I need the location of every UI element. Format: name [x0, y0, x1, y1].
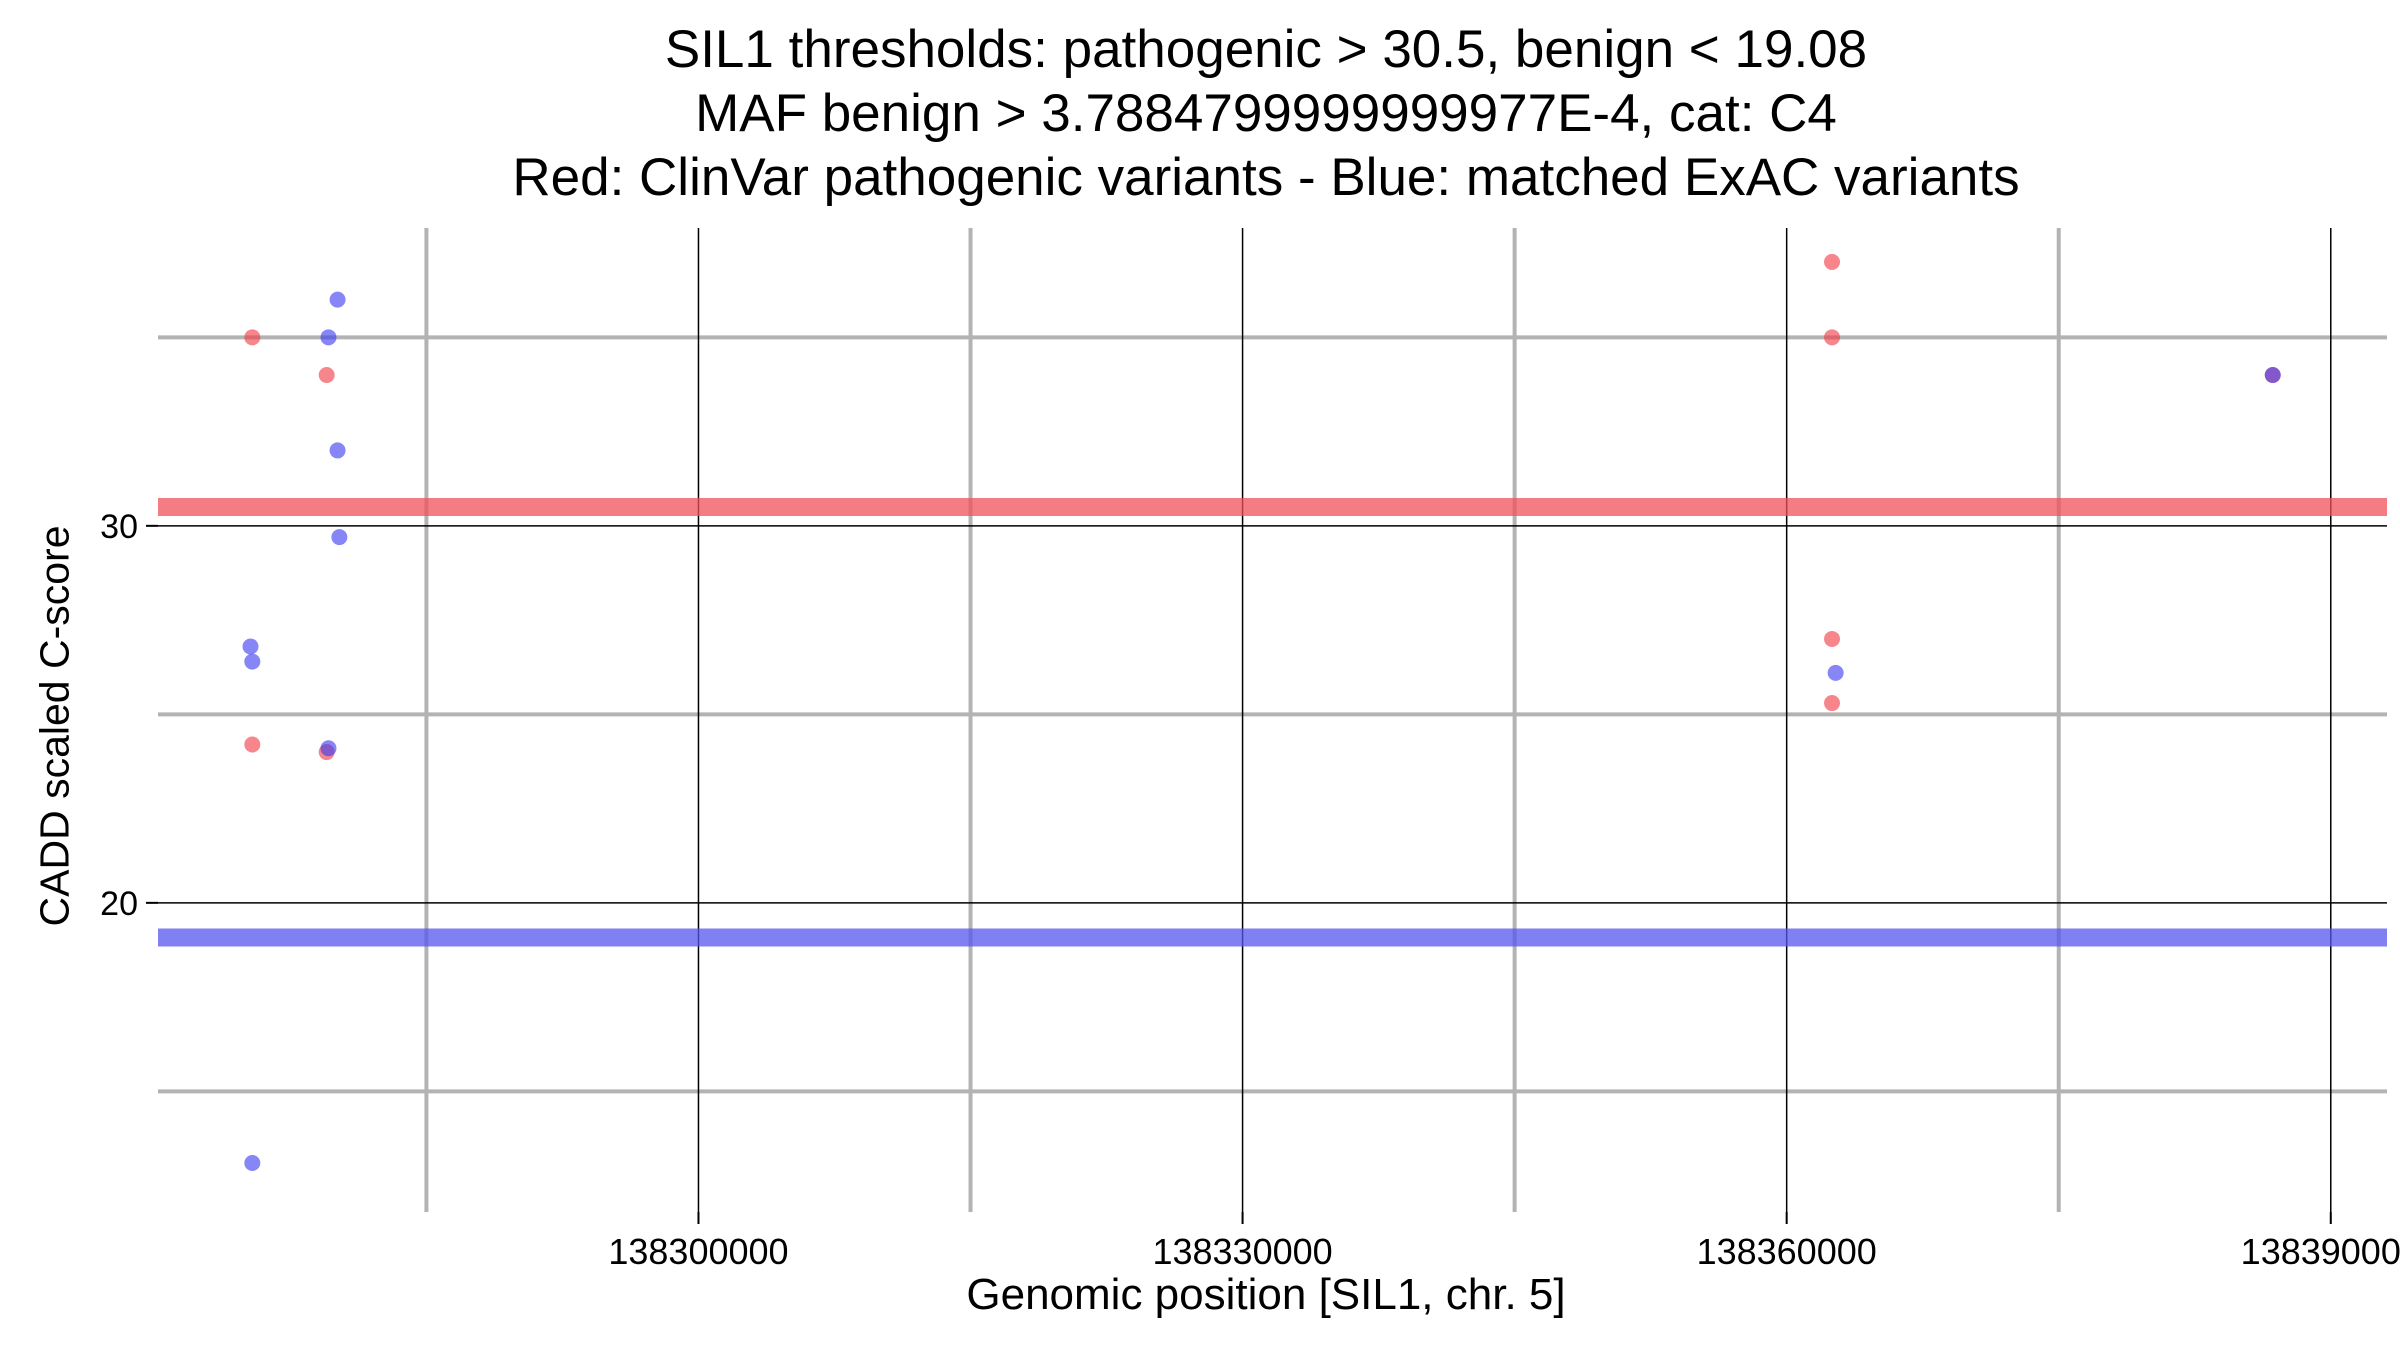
series-1-point-5	[244, 653, 261, 670]
chart-title-line-3: Red: ClinVar pathogenic variants - Blue:…	[512, 148, 2020, 207]
series-1-point-7	[244, 1154, 261, 1171]
threshold-lines	[158, 497, 2387, 947]
series-0-point-7	[1824, 695, 1841, 712]
chart-title-line-1: SIL1 thresholds: pathogenic > 30.5, beni…	[664, 20, 1868, 79]
series-1-point-0	[320, 329, 337, 346]
series-1-point-4	[242, 638, 259, 655]
series-0-point-0	[244, 329, 261, 346]
series-1-point-1	[329, 291, 346, 308]
y-tick-label-1: 30	[100, 508, 138, 546]
major-gridlines	[158, 228, 2387, 1212]
series-0-point-4	[1824, 253, 1841, 270]
y-axis-title: CADD scaled C-score	[31, 525, 78, 927]
series-0-point-1	[244, 736, 261, 753]
chart-title-line-2: MAF benign > 3.7884799999999977E-4, cat:…	[695, 84, 1837, 143]
x-tick-label-0: 138300000	[608, 1231, 788, 1272]
y-tick-label-0: 20	[100, 885, 138, 923]
x-axis-title: Genomic position [SIL1, chr. 5]	[966, 1270, 1566, 1319]
axes: 138300000 138330000 138360000 138390000 20 30	[100, 508, 2400, 1272]
series-1-point-3	[331, 529, 348, 546]
x-tick-label-3: 138390000	[2241, 1231, 2400, 1272]
series-1-point-2	[329, 442, 346, 459]
x-tick-label-2: 138360000	[1697, 1231, 1877, 1272]
x-tick-label-1: 138330000	[1152, 1231, 1332, 1272]
series-0-point-5	[1824, 329, 1841, 346]
series-1-point-6	[320, 740, 337, 757]
series-0-point-6	[1824, 630, 1841, 647]
data-points	[242, 253, 2281, 1171]
minor-gridlines	[158, 228, 2387, 1212]
series-1-point-8	[1827, 664, 1844, 681]
series-1-point-9	[2264, 367, 2281, 384]
series-0-point-2	[318, 367, 335, 384]
